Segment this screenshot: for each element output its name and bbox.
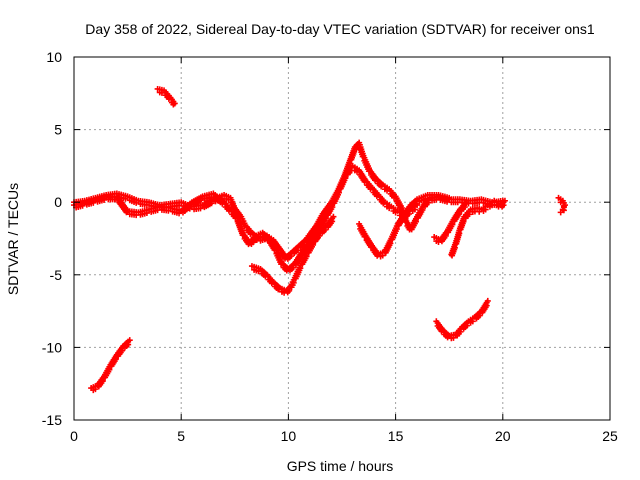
data-point [330,213,337,220]
data-point-fill [455,211,462,218]
data-point-fill [99,378,106,385]
data-point-fill [425,199,432,206]
data-point-fill [112,356,119,363]
data-point-fill [197,205,204,212]
data-point-fill [290,279,297,286]
x-tick-label: 10 [281,428,297,444]
data-point-fill [482,206,489,213]
data-point-fill [90,199,97,206]
data-point-fill [79,202,86,209]
data-point [484,297,491,304]
data-point-fill [461,204,468,211]
data-point-fill [125,341,132,348]
data-point-fill [322,226,329,233]
data-point-fill [342,175,349,182]
data-point-fill [412,218,419,225]
data-point-fill [450,334,457,341]
data-point-fill [92,386,99,393]
data-point-fill [197,197,204,204]
data-point-fill [406,206,413,213]
y-axis-label: SDTVAR / TECUs [5,183,21,295]
data-point-fill [400,215,407,222]
data-point-fill [329,204,336,211]
data-point [557,209,564,216]
series-branch-18h [448,197,508,259]
data-point-fill [286,287,293,294]
series-low-arc-17h [433,297,491,342]
y-tick-label: -15 [42,412,62,428]
axis-ticks: 0 5 10 15 20 25 -15 -10 -5 0 5 10 [42,49,618,444]
data-point-fill [290,264,297,271]
data-point-fill [422,195,429,202]
data-point-fill [208,200,215,207]
series-low-arc-1h [88,337,133,394]
data-point-fill [483,302,490,309]
data-point-fill [387,240,394,247]
series-layer [71,85,568,394]
data-point-fill [419,207,426,214]
data-point-fill [442,232,449,239]
x-tick-label: 20 [495,428,511,444]
data-point-fill [457,328,464,335]
data-point-fill [288,253,295,260]
x-axis-label: GPS time / hours [287,458,394,474]
chart-title: Day 358 of 2022, Sidereal Day-to-day VTE… [85,21,595,37]
plot-area-frame [73,56,611,421]
grid-layer [74,57,610,420]
x-tick-label: 5 [177,428,185,444]
y-tick-label: 10 [46,49,62,65]
data-point [446,194,453,201]
data-point-fill [449,221,456,228]
data-point-fill [500,202,507,209]
data-point-fill [322,215,329,222]
data-point-fill [143,210,150,217]
data-point [463,199,470,206]
data-point-fill [476,312,483,319]
data-point-fill [463,322,470,329]
data-point-fill [208,194,215,201]
data-point-fill [466,211,473,218]
x-tick-label: 0 [70,428,78,444]
data-point-fill [297,265,304,272]
data-point-fill [106,366,113,373]
x-tick-label: 25 [602,428,618,444]
data-point-fill [456,230,463,237]
data-point-fill [469,318,476,325]
data-point-fill [316,232,323,239]
y-tick-label: 5 [54,122,62,138]
data-point [126,337,133,344]
data-point-fill [393,226,400,233]
data-point-fill [412,200,419,207]
data-point-fill [303,253,310,260]
data-point-fill [310,241,317,248]
x-tick-label: 15 [388,428,404,444]
data-point-fill [251,237,258,244]
series-main-band-b [71,162,421,274]
series-late-cluster-22h [555,194,568,216]
series-branch-17h [431,199,470,245]
data-point-fill [335,189,342,196]
data-point [171,100,178,107]
data-point-fill [560,207,567,214]
data-point-fill [379,252,386,259]
data-point [501,197,508,204]
series-descending-arc [248,213,337,296]
y-tick-label: -5 [50,267,63,283]
data-point-fill [119,347,126,354]
y-tick-label: 0 [54,194,62,210]
data-point-fill [294,247,301,254]
y-tick-label: -10 [42,339,62,355]
data-point-fill [187,203,194,210]
data-point-fill [329,218,336,225]
series-midday-branch [356,191,453,260]
series-top-arc-4h [154,85,178,108]
